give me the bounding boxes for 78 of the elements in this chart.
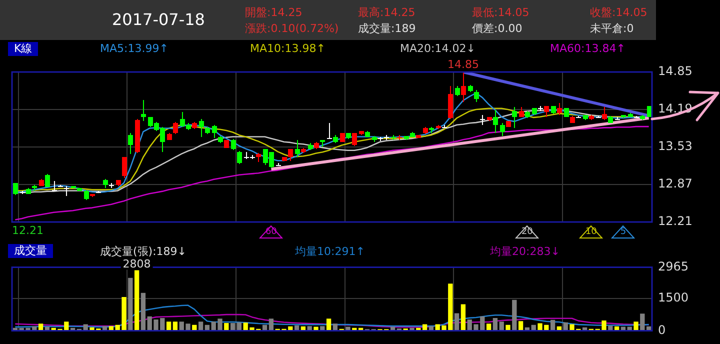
candlestick — [122, 156, 127, 178]
bar — [454, 313, 460, 331]
bar — [518, 321, 524, 331]
bar — [326, 318, 332, 331]
text: 均量20:283↓ — [490, 244, 560, 259]
bar — [634, 322, 638, 331]
y-tick-label: 0 — [658, 322, 666, 337]
text: MA5:13.99↑ — [100, 42, 168, 55]
bar — [83, 324, 88, 331]
bar — [460, 304, 466, 331]
y-tick-label: 13.53 — [658, 139, 692, 154]
bar — [492, 318, 498, 331]
candlestick — [461, 72, 466, 102]
bar — [512, 300, 517, 331]
candlestick — [602, 106, 607, 120]
candlestick — [493, 110, 498, 134]
candlestick — [288, 148, 293, 162]
candlestick — [231, 138, 236, 150]
candlestick — [141, 100, 146, 122]
text: 漲跌:0.10(0.72%) — [245, 21, 339, 36]
y-tick-label: 1500 — [658, 290, 689, 305]
text: 2017-07-18 — [112, 10, 205, 29]
chart-title: 成交量 — [8, 244, 53, 258]
candlestick — [52, 180, 57, 191]
candlestick — [295, 140, 300, 158]
bar — [499, 322, 504, 331]
y-tick-label: 12.21 — [658, 214, 692, 228]
bar — [128, 278, 133, 331]
candlestick — [45, 174, 50, 188]
candlestick — [173, 122, 178, 134]
bar — [314, 326, 318, 331]
candlestick — [237, 150, 242, 164]
text: 開盤:14.25 — [245, 5, 302, 20]
annotation: 12.21 — [12, 224, 44, 237]
text: 最低:14.05 — [472, 5, 530, 20]
candlestick — [327, 122, 332, 139]
y-tick-label: 12.87 — [658, 176, 692, 191]
y-tick-label: 14.85 — [658, 64, 692, 78]
text: 未平倉:0 — [590, 21, 634, 36]
text: 最高:14.25 — [358, 5, 416, 20]
bar — [550, 320, 556, 331]
candlestick — [500, 122, 505, 136]
candlestick — [84, 190, 89, 200]
bar — [506, 324, 510, 331]
bar — [166, 322, 172, 331]
candlestick — [212, 124, 217, 138]
text: 均量10:291↑ — [295, 244, 365, 259]
candlestick — [474, 90, 479, 102]
series-label: 成交量(張):189↓ — [100, 244, 187, 259]
bar — [198, 322, 204, 331]
candlestick — [512, 106, 517, 128]
bar — [640, 314, 645, 331]
y-tick-label: 2965 — [658, 259, 689, 274]
bar — [134, 270, 140, 331]
chart-title: K線 — [8, 42, 38, 56]
text: 成交量:189 — [358, 21, 416, 36]
text: 收盤:14.05 — [590, 5, 648, 20]
candlestick — [448, 86, 453, 120]
candlestick — [128, 132, 133, 154]
text: MA60:13.84↑ — [550, 42, 626, 55]
candlestick — [13, 182, 18, 196]
candlestick — [455, 86, 460, 96]
bar — [268, 318, 274, 331]
candlestick — [544, 106, 549, 118]
bar — [422, 324, 428, 331]
bar — [172, 322, 178, 331]
candlestick — [64, 186, 69, 196]
annotation: 14.85 — [447, 58, 479, 71]
text: 價差:0.00 — [472, 21, 522, 36]
data-label: 2808 — [122, 258, 151, 271]
text: MA10:13.98↑ — [250, 42, 326, 55]
candlestick — [557, 102, 562, 116]
candlestick — [480, 114, 485, 126]
text: MA20:14.02↓ — [400, 42, 476, 55]
candlestick — [352, 132, 357, 146]
bar — [140, 292, 146, 331]
bar — [346, 326, 350, 331]
candlestick — [199, 118, 204, 138]
